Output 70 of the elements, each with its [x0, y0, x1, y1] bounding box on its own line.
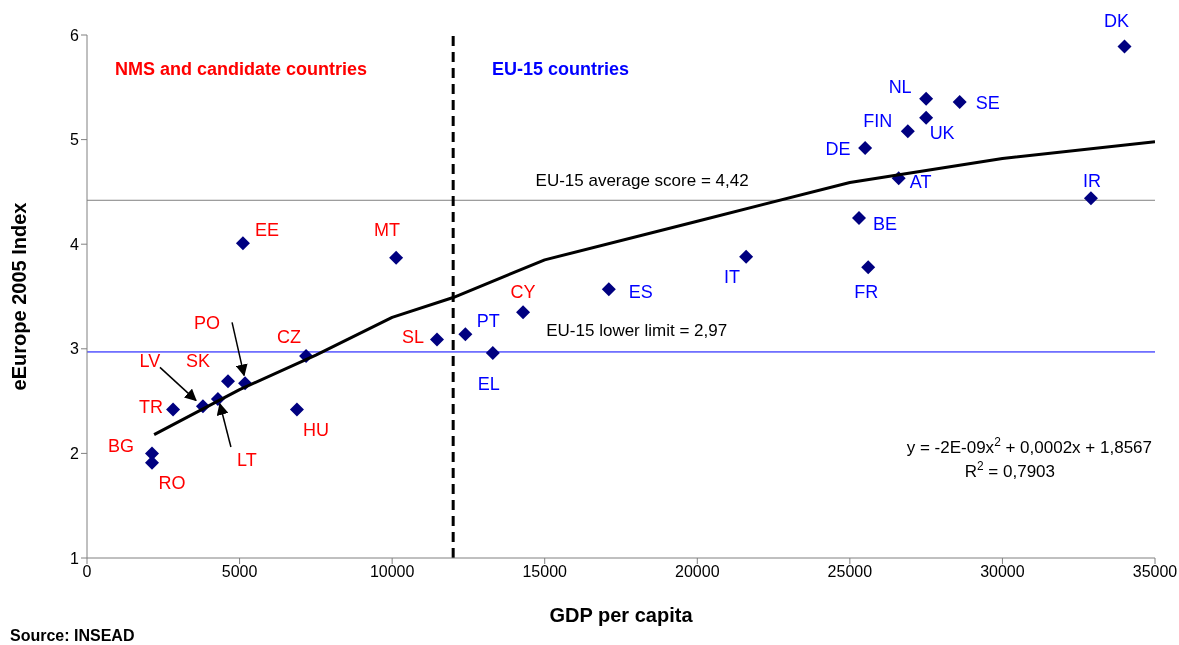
data-label: LV	[139, 351, 161, 372]
data-label: SE	[975, 92, 1000, 113]
data-label: PT	[476, 311, 500, 332]
point	[166, 402, 181, 417]
data-label: BG	[107, 436, 134, 457]
data-label: EL	[477, 373, 500, 394]
data-label: SK	[185, 351, 210, 372]
point	[458, 327, 473, 342]
x-tick-label: 25000	[827, 563, 873, 581]
x-tick-label: 10000	[369, 563, 415, 581]
data-label: HU	[302, 420, 329, 441]
y-tick-label: 3	[70, 340, 80, 358]
ref-line-label: EU-15 average score = 4,42	[535, 171, 749, 191]
point	[485, 345, 500, 360]
data-label: ES	[628, 282, 653, 303]
point	[601, 282, 616, 297]
data-label: DK	[1103, 10, 1129, 31]
data-label: CY	[510, 282, 536, 303]
point	[235, 236, 250, 251]
data-label: AT	[909, 172, 932, 193]
data-label: DE	[825, 138, 851, 159]
x-tick-label: 35000	[1132, 563, 1178, 581]
point	[516, 305, 531, 320]
y-tick-label: 5	[70, 131, 80, 149]
data-label: BE	[873, 214, 898, 235]
ref-line-label: EU-15 lower limit = 2,97	[546, 320, 728, 340]
point	[220, 374, 235, 389]
point	[389, 250, 404, 265]
data-label: FIN	[863, 111, 893, 132]
annotation: EU-15 countries	[492, 59, 630, 79]
point	[858, 140, 873, 155]
x-tick-label: 30000	[980, 563, 1025, 581]
point	[861, 260, 876, 275]
point	[900, 124, 915, 139]
x-tick-label: 15000	[522, 563, 568, 581]
y-tick-label: 2	[70, 445, 80, 463]
point	[289, 402, 304, 417]
x-axis-title: GDP per capita	[549, 604, 694, 627]
data-label: IT	[724, 266, 741, 287]
x-tick-label: 20000	[675, 563, 720, 581]
point	[430, 332, 444, 347]
data-label: IR	[1082, 171, 1101, 192]
point	[852, 211, 867, 226]
point	[1117, 39, 1132, 54]
data-label: EE	[254, 220, 279, 241]
x-tick-label: 0	[82, 563, 92, 581]
y-tick-label: 4	[70, 235, 80, 253]
annotation: NMS and candidate countries	[115, 59, 368, 79]
data-label: MT	[374, 219, 401, 240]
data-label: PO	[194, 313, 221, 334]
y-axis-title: eEurope 2005 Index	[8, 202, 31, 391]
y-tick-label: 6	[70, 26, 80, 44]
data-label: LT	[237, 450, 257, 471]
data-label: CZ	[277, 327, 302, 348]
y-tick-label: 1	[70, 549, 80, 567]
data-label: SL	[401, 327, 425, 348]
data-label: UK	[929, 122, 955, 143]
point	[919, 110, 934, 125]
annotation: y = -2E-09x$^{2}$ + 0,0002x + 1,8567	[906, 435, 1152, 458]
x-tick-label: 5000	[221, 563, 258, 581]
data-label: TR	[139, 397, 164, 418]
point	[1083, 191, 1098, 206]
point	[952, 94, 967, 109]
point	[739, 249, 754, 264]
data-label: RO	[158, 472, 186, 493]
data-label: NL	[888, 76, 912, 97]
data-label: FR	[854, 282, 879, 303]
annotation: R$^{2}$ = 0,7903	[964, 459, 1055, 482]
point	[919, 91, 934, 106]
source-note: Source: INSEAD	[10, 627, 135, 644]
